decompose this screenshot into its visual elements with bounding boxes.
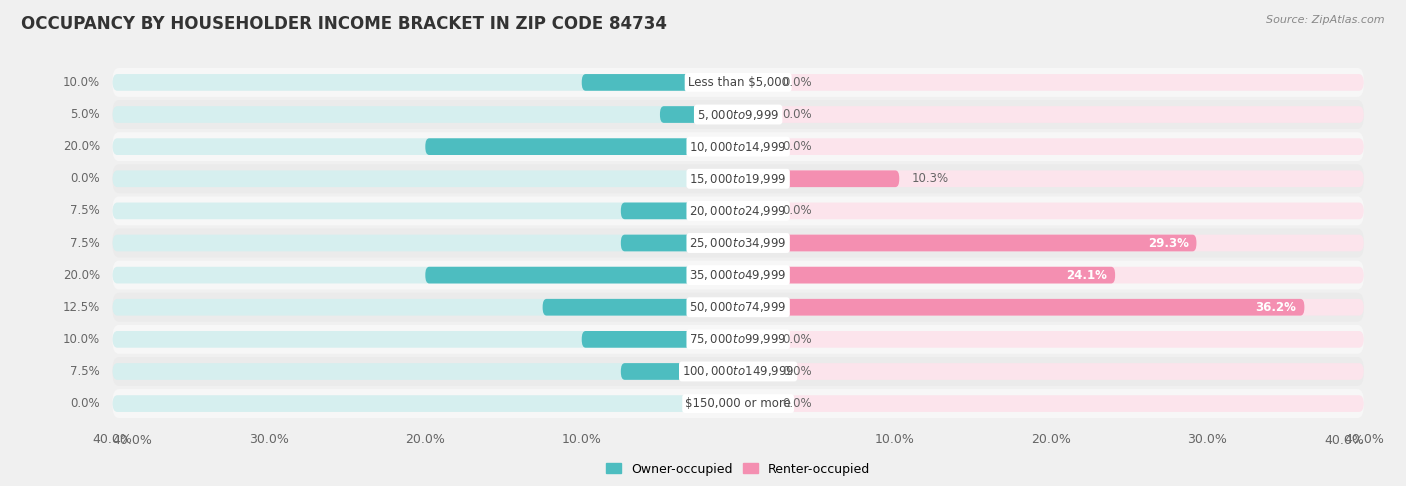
FancyBboxPatch shape	[738, 171, 1364, 187]
Text: OCCUPANCY BY HOUSEHOLDER INCOME BRACKET IN ZIP CODE 84734: OCCUPANCY BY HOUSEHOLDER INCOME BRACKET …	[21, 15, 666, 33]
FancyBboxPatch shape	[112, 171, 738, 187]
Text: $15,000 to $19,999: $15,000 to $19,999	[689, 172, 787, 186]
FancyBboxPatch shape	[112, 132, 1364, 161]
Text: 24.1%: 24.1%	[1066, 269, 1108, 281]
Text: Source: ZipAtlas.com: Source: ZipAtlas.com	[1267, 15, 1385, 25]
FancyBboxPatch shape	[112, 203, 738, 219]
Text: 0.0%: 0.0%	[782, 333, 811, 346]
FancyBboxPatch shape	[738, 267, 1115, 283]
FancyBboxPatch shape	[112, 299, 738, 315]
FancyBboxPatch shape	[112, 293, 1364, 322]
FancyBboxPatch shape	[112, 325, 1364, 354]
Text: Less than $5,000: Less than $5,000	[688, 76, 789, 89]
FancyBboxPatch shape	[543, 299, 738, 315]
FancyBboxPatch shape	[112, 196, 1364, 226]
FancyBboxPatch shape	[112, 139, 738, 155]
Legend: Owner-occupied, Renter-occupied: Owner-occupied, Renter-occupied	[602, 457, 875, 481]
FancyBboxPatch shape	[738, 331, 1364, 347]
Text: 0.0%: 0.0%	[782, 397, 811, 410]
FancyBboxPatch shape	[738, 74, 1364, 91]
FancyBboxPatch shape	[738, 171, 900, 187]
Text: 0.0%: 0.0%	[782, 365, 811, 378]
FancyBboxPatch shape	[659, 106, 738, 123]
FancyBboxPatch shape	[738, 299, 1364, 315]
Text: 7.5%: 7.5%	[70, 237, 100, 249]
FancyBboxPatch shape	[112, 74, 738, 91]
FancyBboxPatch shape	[112, 389, 1364, 418]
FancyBboxPatch shape	[112, 68, 1364, 97]
FancyBboxPatch shape	[621, 203, 738, 219]
FancyBboxPatch shape	[621, 235, 738, 251]
Text: $50,000 to $74,999: $50,000 to $74,999	[689, 300, 787, 314]
FancyBboxPatch shape	[112, 331, 738, 347]
Text: 40.0%: 40.0%	[112, 434, 152, 447]
FancyBboxPatch shape	[112, 164, 1364, 193]
Text: $5,000 to $9,999: $5,000 to $9,999	[697, 107, 779, 122]
FancyBboxPatch shape	[425, 139, 738, 155]
FancyBboxPatch shape	[112, 100, 1364, 129]
Text: 0.0%: 0.0%	[782, 76, 811, 89]
Text: 0.0%: 0.0%	[782, 140, 811, 153]
FancyBboxPatch shape	[112, 267, 738, 283]
FancyBboxPatch shape	[738, 235, 1197, 251]
Text: 0.0%: 0.0%	[70, 397, 100, 410]
FancyBboxPatch shape	[582, 331, 738, 347]
Text: 10.0%: 10.0%	[63, 76, 100, 89]
FancyBboxPatch shape	[112, 235, 738, 251]
FancyBboxPatch shape	[738, 267, 1364, 283]
Text: 5.0%: 5.0%	[70, 108, 100, 121]
Text: 20.0%: 20.0%	[63, 269, 100, 281]
Text: 0.0%: 0.0%	[782, 108, 811, 121]
FancyBboxPatch shape	[738, 235, 1364, 251]
Text: 36.2%: 36.2%	[1256, 301, 1296, 314]
Text: $150,000 or more: $150,000 or more	[685, 397, 792, 410]
Text: 7.5%: 7.5%	[70, 365, 100, 378]
FancyBboxPatch shape	[582, 74, 738, 91]
Text: $75,000 to $99,999: $75,000 to $99,999	[689, 332, 787, 347]
FancyBboxPatch shape	[738, 363, 1364, 380]
Text: 12.5%: 12.5%	[63, 301, 100, 314]
Text: $10,000 to $14,999: $10,000 to $14,999	[689, 139, 787, 154]
FancyBboxPatch shape	[112, 106, 738, 123]
Text: 29.3%: 29.3%	[1147, 237, 1188, 249]
FancyBboxPatch shape	[738, 203, 1364, 219]
Text: 20.0%: 20.0%	[63, 140, 100, 153]
FancyBboxPatch shape	[738, 299, 1305, 315]
Text: 7.5%: 7.5%	[70, 205, 100, 217]
FancyBboxPatch shape	[425, 267, 738, 283]
Text: $100,000 to $149,999: $100,000 to $149,999	[682, 364, 794, 379]
Text: 0.0%: 0.0%	[70, 172, 100, 185]
FancyBboxPatch shape	[112, 363, 738, 380]
Text: $25,000 to $34,999: $25,000 to $34,999	[689, 236, 787, 250]
FancyBboxPatch shape	[738, 139, 1364, 155]
FancyBboxPatch shape	[738, 395, 1364, 412]
Text: 0.0%: 0.0%	[782, 205, 811, 217]
Text: 10.0%: 10.0%	[63, 333, 100, 346]
FancyBboxPatch shape	[112, 260, 1364, 290]
Text: $35,000 to $49,999: $35,000 to $49,999	[689, 268, 787, 282]
FancyBboxPatch shape	[112, 357, 1364, 386]
Text: $20,000 to $24,999: $20,000 to $24,999	[689, 204, 787, 218]
FancyBboxPatch shape	[112, 228, 1364, 258]
FancyBboxPatch shape	[112, 395, 738, 412]
FancyBboxPatch shape	[738, 106, 1364, 123]
FancyBboxPatch shape	[621, 363, 738, 380]
Text: 10.3%: 10.3%	[911, 172, 949, 185]
Text: 40.0%: 40.0%	[1324, 434, 1364, 447]
